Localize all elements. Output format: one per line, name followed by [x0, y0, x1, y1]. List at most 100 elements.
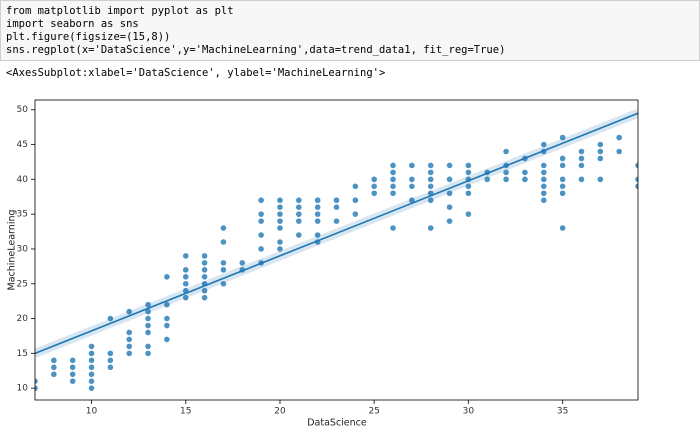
point	[371, 176, 377, 183]
point	[277, 225, 283, 231]
plot-frame	[34, 99, 639, 401]
point	[314, 232, 321, 238]
point	[427, 197, 434, 204]
point	[201, 287, 208, 294]
point	[390, 225, 396, 231]
point	[88, 385, 95, 391]
y-tick-label: 25	[17, 279, 28, 289]
point	[333, 218, 340, 224]
point	[559, 183, 566, 190]
point	[427, 225, 434, 231]
point	[352, 183, 359, 190]
point	[540, 176, 547, 183]
point	[597, 176, 604, 183]
point	[201, 267, 208, 273]
point	[559, 190, 566, 197]
point	[465, 169, 472, 176]
point	[559, 155, 566, 162]
point	[220, 260, 227, 266]
point	[182, 253, 189, 259]
x-tick-label: 35	[557, 407, 568, 417]
point	[69, 364, 76, 371]
point	[427, 176, 434, 183]
point	[503, 169, 509, 176]
point	[182, 280, 189, 287]
point	[540, 183, 547, 190]
point	[578, 155, 585, 162]
point	[597, 155, 604, 162]
point	[465, 183, 472, 190]
x-tick-label: 30	[463, 407, 475, 417]
point	[635, 183, 638, 190]
point	[559, 176, 566, 183]
point	[126, 308, 133, 315]
point	[126, 329, 133, 336]
point	[277, 246, 283, 252]
x-tick-label: 15	[180, 407, 191, 417]
point	[88, 371, 95, 378]
point	[88, 378, 95, 385]
point	[559, 162, 566, 169]
point	[277, 204, 283, 210]
code-cell[interactable]	[0, 0, 700, 61]
point	[35, 385, 38, 391]
point	[88, 364, 95, 371]
point	[333, 197, 340, 204]
point	[635, 162, 638, 169]
point	[296, 218, 302, 224]
point	[239, 260, 246, 266]
point	[296, 197, 302, 204]
point	[314, 204, 321, 210]
point	[296, 204, 302, 210]
point	[145, 315, 151, 322]
point	[69, 371, 76, 378]
point	[352, 211, 359, 217]
x-tick-label: 20	[274, 407, 286, 417]
point	[559, 225, 566, 231]
y-axis-label: MachineLearning	[7, 209, 18, 290]
point	[164, 301, 170, 308]
point	[296, 211, 302, 217]
point	[390, 169, 396, 176]
point	[164, 336, 170, 343]
y-tick-label: 10	[17, 384, 29, 394]
point	[277, 197, 283, 204]
point	[446, 162, 453, 169]
y-tick-label: 35	[17, 210, 28, 220]
point	[616, 134, 622, 141]
point	[578, 176, 585, 183]
y-tick-label: 30	[17, 244, 29, 254]
point	[446, 218, 453, 224]
output-text: <AxesSubplot:xlabel='DataScience', ylabe…	[6, 67, 385, 79]
point	[220, 225, 227, 231]
point	[446, 190, 453, 197]
point	[258, 197, 264, 204]
point	[107, 315, 114, 322]
point	[182, 294, 189, 301]
point	[314, 218, 321, 224]
point	[540, 141, 547, 148]
point	[145, 322, 151, 329]
point	[220, 267, 227, 273]
point	[220, 239, 227, 245]
point	[597, 141, 604, 148]
code-line: sns.regplot(x='DataScience',y='MachineLe…	[6, 44, 505, 56]
point	[446, 176, 453, 183]
point	[145, 329, 151, 336]
point	[578, 162, 585, 169]
points	[35, 134, 638, 391]
point	[635, 176, 638, 183]
point	[182, 267, 189, 273]
point	[540, 169, 547, 176]
point	[88, 357, 95, 364]
point	[427, 183, 434, 190]
point	[145, 301, 151, 308]
point	[465, 211, 472, 217]
point	[616, 148, 622, 155]
point	[51, 357, 57, 364]
point	[409, 183, 415, 190]
point	[409, 176, 415, 183]
point	[522, 176, 528, 183]
point	[427, 169, 434, 176]
